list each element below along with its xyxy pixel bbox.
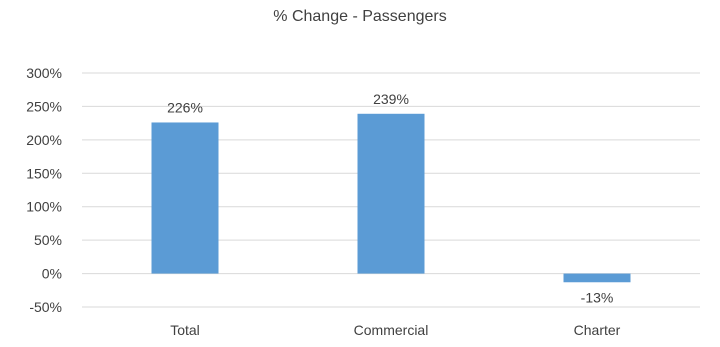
y-tick-label: -50% (29, 299, 62, 315)
y-tick-label: 300% (26, 65, 62, 81)
y-tick-label: 0% (42, 266, 62, 282)
x-tick-label: Commercial (354, 322, 429, 338)
bar-commercial (357, 113, 425, 274)
data-label: 226% (167, 99, 203, 115)
y-tick-label: 100% (26, 199, 62, 215)
bar-charter (563, 273, 631, 283)
x-tick-label: Charter (574, 322, 621, 338)
y-tick-label: 150% (26, 165, 62, 181)
x-tick-label: Total (170, 322, 200, 338)
y-tick-label: 50% (34, 232, 62, 248)
y-tick-label: 200% (26, 132, 62, 148)
data-label: 239% (373, 91, 409, 107)
data-label: -13% (581, 289, 614, 305)
y-tick-label: 250% (26, 98, 62, 114)
bar-total (151, 122, 219, 274)
chart-title: % Change - Passengers (273, 8, 447, 25)
